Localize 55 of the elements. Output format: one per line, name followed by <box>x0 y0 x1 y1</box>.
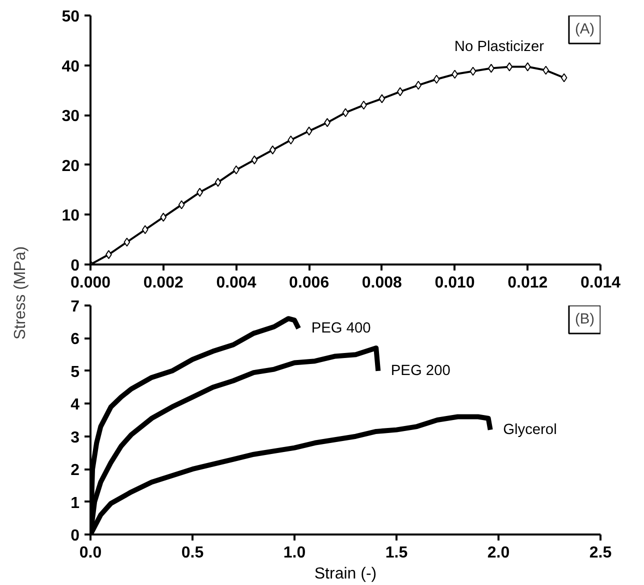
series-label: No Plasticizer <box>454 38 544 55</box>
y-tick-label: 20 <box>62 158 80 175</box>
y-axis-title: Stress (MPa) <box>12 246 29 340</box>
x-tick-label: 2.5 <box>589 544 612 562</box>
x-tick-label: 0.012 <box>508 274 548 292</box>
x-tick-label: 0.000 <box>70 274 111 292</box>
y-tick-label: 1 <box>70 494 80 512</box>
y-tick-label: 0 <box>70 258 80 274</box>
point <box>124 238 130 247</box>
point <box>415 80 422 90</box>
y-tick-label: 5 <box>70 364 80 381</box>
y-tick-label: 2 <box>70 462 80 480</box>
x-tick-label: 0.5 <box>181 544 204 562</box>
point <box>378 94 386 104</box>
point <box>396 87 404 96</box>
point <box>178 200 185 210</box>
annotation: (B) <box>574 312 595 328</box>
point <box>288 136 294 144</box>
x-tick-label: 0.006 <box>289 274 330 292</box>
point <box>306 126 312 136</box>
y-tick-label: 50 <box>62 8 80 26</box>
point <box>342 108 349 118</box>
y-tick-label: 7 <box>70 298 80 316</box>
x-tick-label: 2.0 <box>487 544 510 562</box>
point <box>251 155 258 164</box>
y-tick-label: 30 <box>62 108 80 126</box>
point <box>433 74 440 84</box>
x-tick-label: 1.0 <box>283 544 306 562</box>
point <box>214 178 222 187</box>
x-tick-label: 0.008 <box>362 274 402 292</box>
point <box>142 225 148 234</box>
x-axis-title: Strain (-) <box>314 566 377 582</box>
x-tick-label: 0.002 <box>143 274 184 292</box>
series-label: PEG 400 <box>311 320 371 336</box>
series-label: PEG 200 <box>390 362 450 379</box>
point <box>524 62 531 72</box>
x-tick-label: 1.5 <box>385 544 408 562</box>
point <box>160 212 167 222</box>
y-tick-label: 10 <box>62 208 80 225</box>
point <box>506 62 513 72</box>
y-tick-label: 4 <box>70 396 80 414</box>
point <box>542 66 550 75</box>
y-tick-label: 40 <box>62 58 80 76</box>
point <box>470 66 476 76</box>
annotation: (A) <box>574 22 595 38</box>
x-tick-label: 0.004 <box>216 274 256 292</box>
point <box>269 145 276 154</box>
series-label: Glycerol <box>503 422 557 438</box>
x-tick-label: 0.010 <box>434 274 475 292</box>
y-tick-label: 0 <box>70 528 80 544</box>
y-tick-label: 3 <box>70 429 80 446</box>
point <box>560 73 568 82</box>
y-tick-label: 6 <box>70 331 80 348</box>
x-tick-label: 0.014 <box>580 274 621 292</box>
x-tick-label: 0.0 <box>79 544 102 562</box>
